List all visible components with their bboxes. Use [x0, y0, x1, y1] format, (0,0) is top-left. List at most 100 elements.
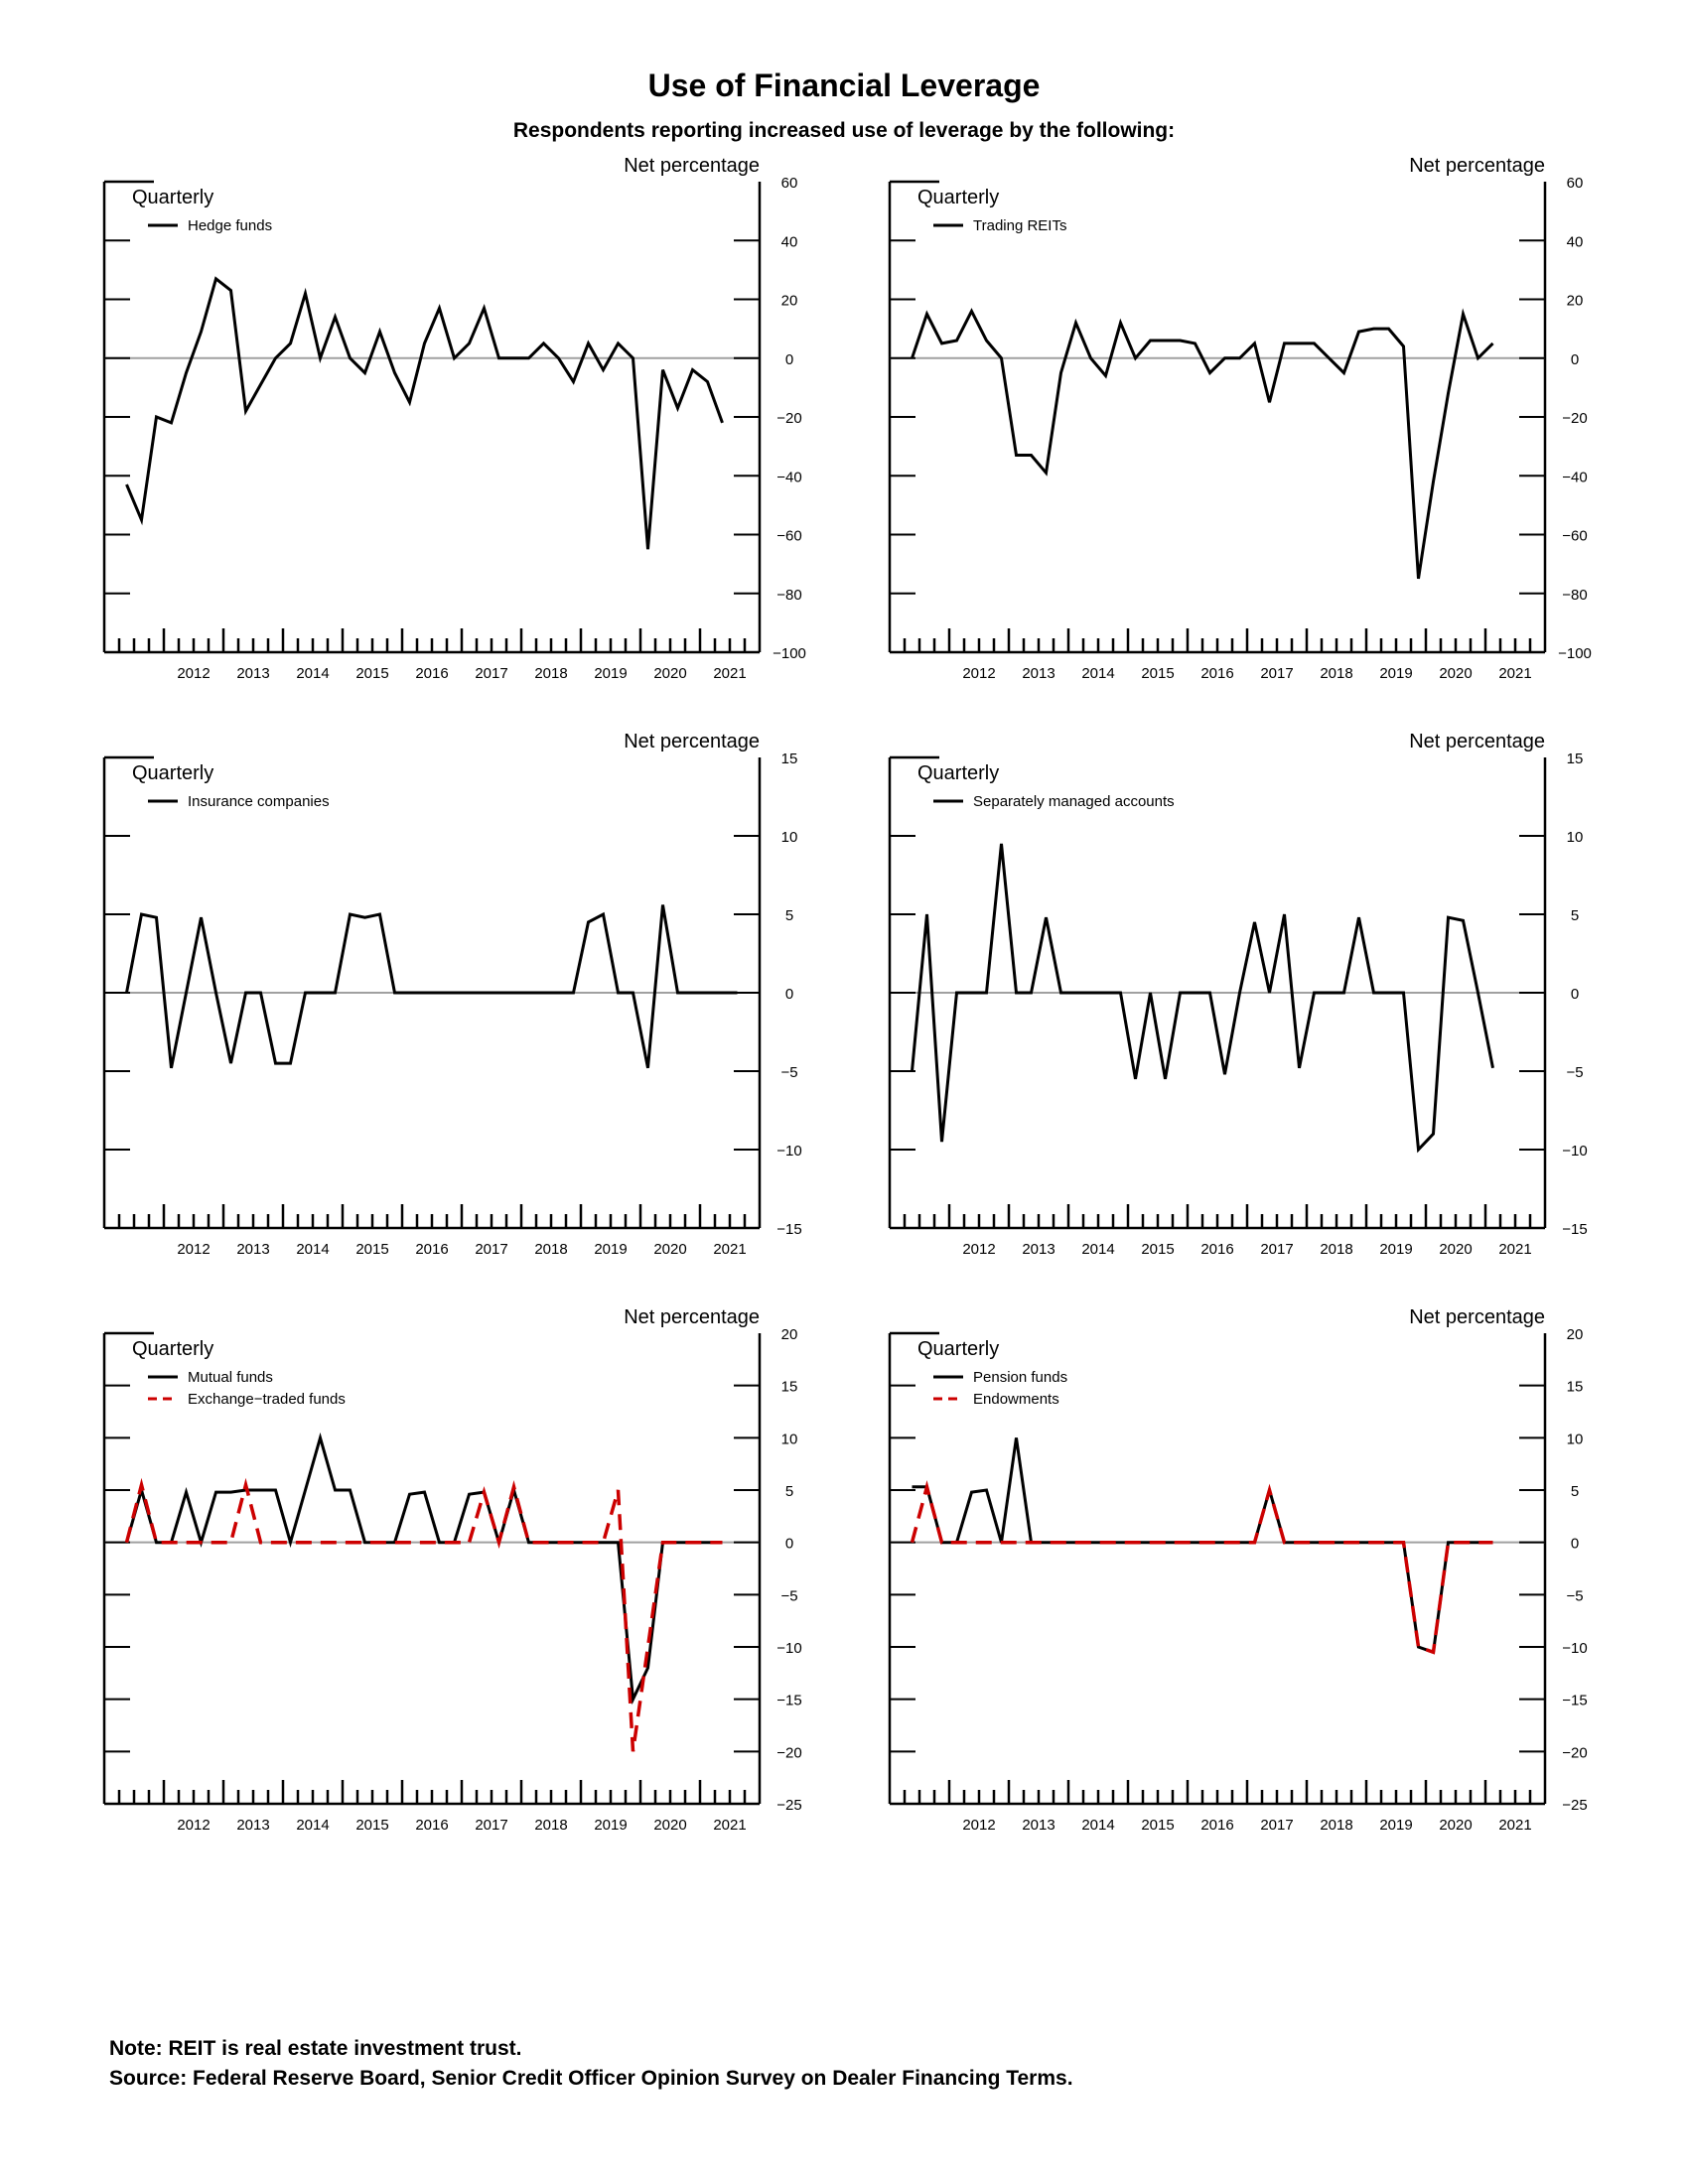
x-tick-label: 2018	[1320, 665, 1352, 682]
x-tick-label: 2018	[534, 1241, 567, 1258]
y-tick-label: −20	[1562, 410, 1587, 427]
chart-panel-1: 60 40 20 0 −20 −40 −60 −80 −100 2012 2013 2014 2015 2…	[102, 155, 806, 682]
y-tick-label: 20	[1567, 1326, 1584, 1343]
x-tick-label: 2014	[296, 1817, 329, 1834]
x-tick-label: 2016	[1200, 665, 1233, 682]
x-tick-label: 2018	[534, 1817, 567, 1834]
frequency-label: Quarterly	[132, 762, 213, 784]
series-line-exchange-traded-funds	[124, 1477, 723, 1752]
frequency-label: Quarterly	[917, 187, 999, 208]
frequency-label: Quarterly	[917, 1338, 999, 1360]
y-tick-label: 0	[1571, 1536, 1579, 1553]
x-tick-label: 2013	[1022, 665, 1055, 682]
x-tick-label: 2013	[1022, 1241, 1055, 1258]
y-tick-label: −25	[1562, 1797, 1587, 1814]
x-tick-label: 2016	[1200, 1817, 1233, 1834]
y-tick-label: −10	[776, 1640, 801, 1657]
x-tick-label: 2020	[1439, 1241, 1472, 1258]
x-tick-label: 2013	[236, 665, 269, 682]
x-tick-label: 2013	[236, 1817, 269, 1834]
x-tick-label: 2020	[1439, 1817, 1472, 1834]
x-tick-label: 2021	[1498, 1241, 1531, 1258]
x-tick-label: 2019	[594, 1817, 627, 1834]
y-tick-label: 10	[781, 1431, 798, 1447]
y-tick-label: 40	[781, 233, 798, 250]
y-tick-label: −20	[776, 410, 801, 427]
y-tick-label: −15	[776, 1693, 801, 1709]
y-tick-label: 20	[781, 293, 798, 310]
x-tick-label: 2015	[355, 1241, 388, 1258]
y-tick-label: −20	[1562, 1744, 1587, 1761]
y-tick-label: 60	[781, 175, 798, 192]
chart-title: Use of Financial Leverage	[647, 68, 1041, 103]
x-tick-label: 2015	[355, 1817, 388, 1834]
y-tick-label: 0	[785, 986, 793, 1003]
y-axis-label: Net percentage	[624, 1306, 760, 1328]
y-axis-label: Net percentage	[1409, 1306, 1545, 1328]
x-tick-label: 2018	[534, 665, 567, 682]
x-tick-label: 2014	[296, 665, 329, 682]
legend-entry: Mutual funds	[188, 1369, 273, 1386]
x-tick-label: 2019	[1379, 665, 1412, 682]
x-tick-label: 2014	[1081, 1817, 1114, 1834]
x-tick-label: 2017	[1260, 665, 1293, 682]
y-tick-label: 15	[1567, 1379, 1584, 1396]
x-tick-label: 2012	[177, 665, 210, 682]
x-tick-label: 2015	[1141, 665, 1174, 682]
legend-entry: Endowments	[973, 1391, 1059, 1408]
x-tick-label: 2018	[1320, 1241, 1352, 1258]
y-tick-label: −60	[1562, 528, 1587, 545]
x-tick-label: 2016	[1200, 1241, 1233, 1258]
y-tick-label: −80	[1562, 587, 1587, 604]
x-tick-label: 2020	[653, 1241, 686, 1258]
chart-panel-4: 15 10 5 0 −5 −10 −15 2012 2013 2014 2015 2016 2017 20…	[888, 731, 1588, 1258]
x-tick-label: 2012	[962, 665, 995, 682]
x-tick-label: 2016	[415, 1241, 448, 1258]
y-tick-label: 20	[781, 1326, 798, 1343]
x-tick-label: 2021	[1498, 665, 1531, 682]
y-tick-label: 15	[781, 751, 798, 767]
y-tick-label: 10	[1567, 1431, 1584, 1447]
series-line-pension-funds	[912, 1437, 1493, 1655]
y-tick-label: −10	[1562, 1640, 1587, 1657]
x-tick-label: 2019	[594, 665, 627, 682]
y-tick-label: −100	[773, 645, 806, 662]
frequency-label: Quarterly	[917, 762, 999, 784]
x-tick-label: 2014	[296, 1241, 329, 1258]
x-tick-label: 2016	[415, 665, 448, 682]
y-tick-label: −60	[776, 528, 801, 545]
y-tick-label: 40	[1567, 233, 1584, 250]
legend-entry: Pension funds	[973, 1369, 1067, 1386]
x-tick-label: 2017	[1260, 1817, 1293, 1834]
legend-entry: Insurance companies	[188, 793, 330, 810]
y-axis-label: Net percentage	[624, 731, 760, 752]
y-tick-label: 5	[785, 1483, 793, 1500]
x-tick-label: 2012	[962, 1817, 995, 1834]
x-tick-label: 2019	[1379, 1817, 1412, 1834]
y-tick-label: −5	[780, 1587, 797, 1604]
y-tick-label: 5	[1571, 907, 1579, 924]
x-tick-label: 2017	[475, 1817, 507, 1834]
x-tick-label: 2012	[177, 1817, 210, 1834]
y-tick-label: 10	[1567, 829, 1584, 846]
y-tick-label: 0	[1571, 986, 1579, 1003]
x-tick-label: 2014	[1081, 1241, 1114, 1258]
x-tick-label: 2020	[1439, 665, 1472, 682]
chart-panel-3: 15 10 5 0 −5 −10 −15 2012 2013 2014 2015 2016 2017 20…	[102, 731, 802, 1258]
y-tick-label: 0	[1571, 351, 1579, 368]
y-tick-label: −5	[1566, 1064, 1583, 1081]
frequency-label: Quarterly	[132, 187, 213, 208]
frequency-label: Quarterly	[132, 1338, 213, 1360]
x-tick-label: 2012	[962, 1241, 995, 1258]
x-tick-label: 2014	[1081, 665, 1114, 682]
series-line-hedge-funds	[125, 276, 724, 550]
y-axis-label: Net percentage	[1409, 731, 1545, 752]
series-line-trading-reits	[911, 308, 1494, 580]
y-tick-label: −15	[1562, 1693, 1587, 1709]
y-tick-label: 20	[1567, 293, 1584, 310]
y-tick-label: −15	[776, 1221, 801, 1238]
y-tick-label: −100	[1558, 645, 1592, 662]
series-line-insurance-companies	[125, 904, 738, 1069]
